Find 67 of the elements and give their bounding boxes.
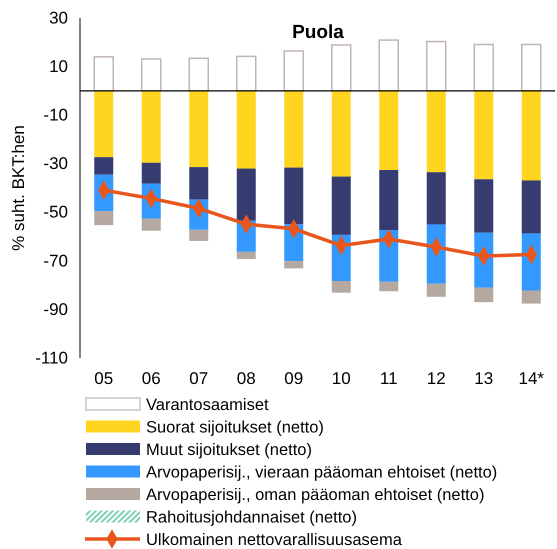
y-tick-label: 10 — [49, 57, 68, 76]
bar — [474, 90, 494, 180]
bar — [426, 284, 446, 297]
bar — [189, 90, 208, 168]
bar — [379, 90, 398, 170]
y-tick-label: -70 — [43, 251, 68, 270]
bar — [426, 172, 446, 224]
x-tick-label: 12 — [426, 369, 446, 388]
bar — [522, 180, 541, 234]
y-tick-label: -50 — [43, 202, 68, 222]
bar — [426, 40, 446, 92]
bar — [284, 168, 304, 224]
x-tick-label: 10 — [332, 369, 351, 388]
bar — [284, 90, 304, 168]
bar — [94, 211, 114, 226]
bar — [522, 90, 541, 180]
x-tick-label: 11 — [380, 369, 398, 388]
legend-label: Suorat sijoitukset (netto) — [146, 418, 324, 436]
legend-label: Rahoitusjohdannaiset (netto) — [146, 508, 357, 526]
bar — [94, 157, 114, 175]
bar — [521, 44, 542, 92]
y-axis-title: % suht. BKT:hen — [9, 125, 28, 251]
bar — [332, 281, 351, 293]
bar — [331, 44, 352, 92]
bar — [236, 168, 256, 221]
bar — [332, 176, 351, 235]
x-tick-label: 14* — [518, 369, 544, 388]
y-tick-label: -110 — [35, 348, 68, 368]
bar — [379, 282, 398, 292]
x-tick-label: 06 — [142, 369, 161, 388]
bar — [332, 90, 351, 177]
bar — [236, 252, 256, 259]
y-tick-label: -30 — [43, 154, 68, 174]
bar — [142, 218, 161, 231]
bar — [236, 90, 256, 169]
bar — [474, 179, 494, 233]
bar — [522, 290, 541, 304]
bar — [426, 90, 446, 172]
y-tick-label: -10 — [43, 106, 68, 125]
bar — [142, 162, 161, 184]
x-tick-label: 13 — [474, 369, 494, 388]
bar — [474, 288, 494, 302]
x-tick-label: 05 — [94, 369, 114, 388]
legend-label: Ulkomainen nettovarallisuusasema — [146, 531, 403, 549]
bar — [94, 90, 114, 158]
bar — [284, 261, 304, 268]
bar — [141, 58, 162, 92]
x-tick-label: 09 — [284, 369, 304, 388]
bar — [379, 170, 398, 230]
bar — [378, 39, 399, 92]
legend-label: Muut sijoitukset (netto) — [146, 441, 312, 459]
y-tick-label: -90 — [43, 300, 68, 319]
x-tick-label: 07 — [189, 369, 208, 388]
legend-label: Arvopaperisij., vieraan pääoman ehtoiset (netto) — [146, 464, 498, 482]
bar — [142, 90, 161, 163]
legend-label: Arvopaperisij., oman pääoman ehtoiset (netto) — [146, 486, 484, 504]
chart-title: Puola — [292, 22, 344, 43]
legend-label: Varantosaamiset — [146, 396, 270, 414]
bar — [189, 230, 208, 241]
bar — [236, 56, 256, 92]
bar — [94, 56, 114, 92]
bar — [188, 58, 209, 92]
bar — [189, 167, 208, 200]
x-tick-label: 08 — [236, 369, 256, 388]
bar — [284, 50, 304, 92]
bar — [474, 44, 494, 92]
y-tick-label: 30 — [49, 8, 68, 28]
